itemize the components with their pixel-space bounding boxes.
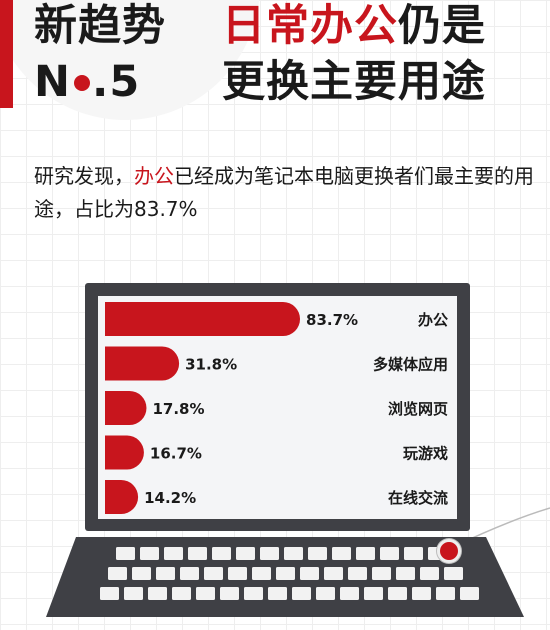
- key: [300, 567, 319, 580]
- headline-main-line1: 日常办公仍是: [222, 0, 486, 52]
- key: [316, 587, 335, 600]
- key: [412, 587, 431, 600]
- key: [340, 587, 359, 600]
- headline-number-prefix: N: [34, 57, 71, 107]
- key: [444, 567, 463, 580]
- value-label-1: 31.8%: [185, 356, 237, 374]
- key: [164, 547, 183, 560]
- value-label-0: 83.7%: [306, 311, 358, 329]
- description-rest: 已经成为笔记本电脑更换者们最主要的用途，占比为83.7%: [34, 164, 534, 221]
- key: [156, 567, 175, 580]
- key: [252, 567, 271, 580]
- description-prefix: 研究发现，: [34, 164, 134, 188]
- key: [348, 567, 367, 580]
- red-dot-o: [74, 74, 90, 91]
- bar-4: [105, 480, 139, 514]
- key: [228, 567, 247, 580]
- key: [212, 547, 231, 560]
- key: [356, 547, 375, 560]
- description-accent: 办公: [134, 164, 174, 188]
- usage-bar-chart: 83.7% 办公 31.8% 多媒体应用 17.8% 浏览网页 16.7% 玩游戏 14.2% 在…: [105, 302, 448, 514]
- key: [284, 547, 303, 560]
- key: [236, 547, 255, 560]
- key: [436, 587, 455, 600]
- headline-new-trend: 新趋势: [34, 1, 166, 51]
- bar-1: [105, 346, 180, 381]
- key: [116, 547, 135, 560]
- key: [100, 587, 119, 600]
- key: [364, 587, 383, 600]
- description-text: 研究发现，办公已经成为笔记本电脑更换者们最主要的用途，占比为83.7%: [34, 160, 534, 226]
- key: [276, 567, 295, 580]
- key: [244, 587, 263, 600]
- category-label-0: 办公: [418, 311, 448, 329]
- value-label-4: 14.2%: [144, 489, 196, 507]
- key: [420, 567, 439, 580]
- key: [220, 587, 239, 600]
- key: [308, 547, 327, 560]
- key: [292, 587, 311, 600]
- value-label-3: 16.7%: [150, 445, 202, 463]
- key: [108, 567, 127, 580]
- headline-accent: 日常办公: [222, 1, 398, 51]
- key: [196, 587, 215, 600]
- key: [132, 567, 151, 580]
- key: [172, 587, 191, 600]
- headline-rest: 仍是: [398, 1, 486, 51]
- accent-bar: [0, 0, 13, 108]
- key: [180, 567, 199, 580]
- key: [388, 587, 407, 600]
- keyboard-keys: [100, 547, 479, 600]
- headline-number: N .5: [34, 56, 140, 108]
- key: [404, 547, 423, 560]
- headline-number-suffix: .5: [92, 57, 141, 107]
- bar-2: [105, 391, 147, 425]
- category-label-3: 玩游戏: [403, 445, 448, 463]
- key: [188, 547, 207, 560]
- key: [140, 547, 159, 560]
- key: [460, 587, 479, 600]
- value-label-2: 17.8%: [152, 400, 204, 418]
- key: [380, 547, 399, 560]
- headline-main-line2: 更换主要用途: [222, 57, 486, 107]
- key: [332, 547, 351, 560]
- key: [372, 567, 391, 580]
- category-label-1: 多媒体应用: [373, 356, 448, 374]
- power-button: [437, 539, 461, 563]
- category-label-2: 浏览网页: [388, 400, 448, 418]
- key: [396, 567, 415, 580]
- key: [204, 567, 223, 580]
- key: [260, 547, 279, 560]
- key: [124, 587, 143, 600]
- key: [268, 587, 287, 600]
- category-label-4: 在线交流: [388, 489, 448, 507]
- key: [324, 567, 343, 580]
- bar-0: [105, 302, 301, 336]
- key: [148, 587, 167, 600]
- bar-3: [105, 435, 144, 470]
